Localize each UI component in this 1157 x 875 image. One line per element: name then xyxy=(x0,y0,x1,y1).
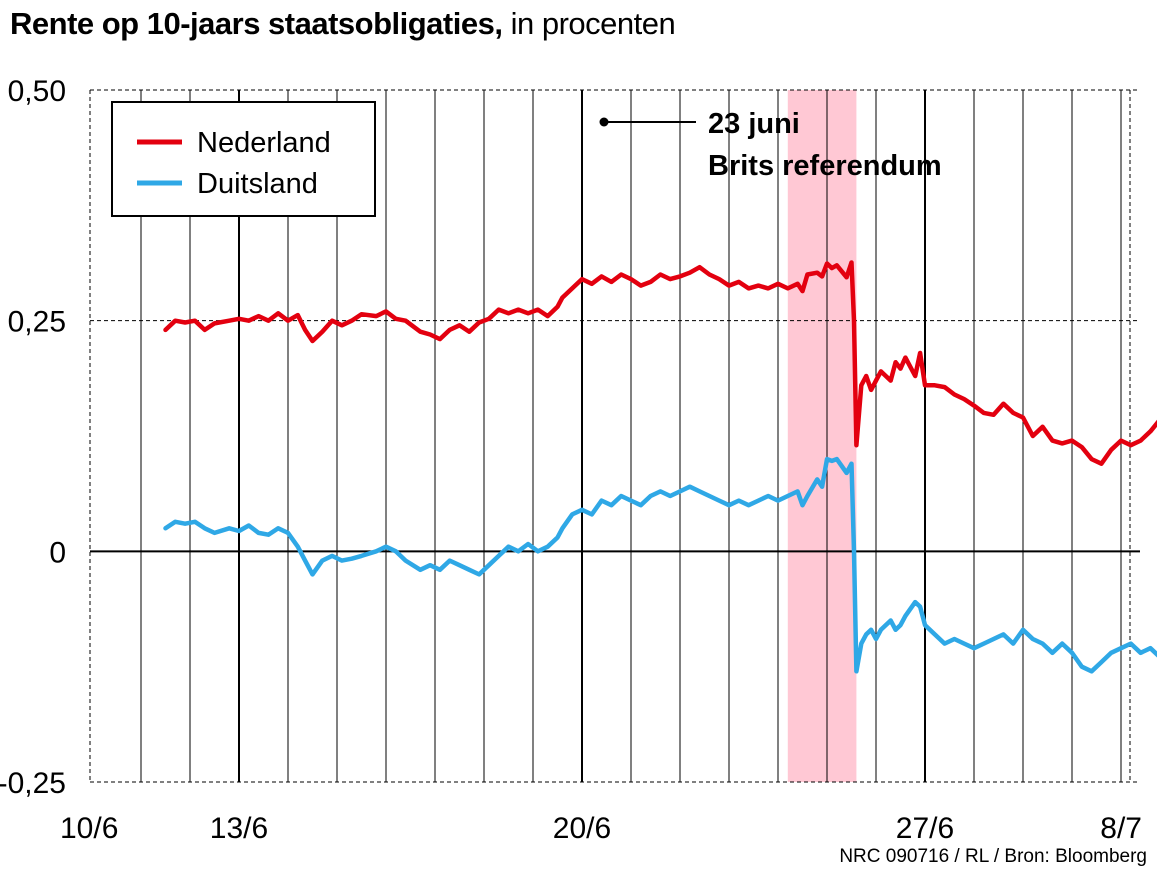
x-tick-label: 27/6 xyxy=(896,812,954,845)
legend: Nederland Duitsland xyxy=(111,101,376,217)
source-note: NRC 090716 / RL / Bron: Bloomberg xyxy=(839,846,1147,867)
annotation-line-1: 23 juni xyxy=(708,108,800,140)
annotation-line-2: Brits referendum xyxy=(708,150,942,182)
x-tick-label: 8/7 xyxy=(1100,812,1142,845)
referendum-highlight-band xyxy=(787,90,857,782)
series-line-nederland xyxy=(163,260,1157,466)
y-axis-tick-labels: 0,50 0,25 0 -0,25 xyxy=(0,75,66,800)
series-lines xyxy=(163,260,1157,674)
series-line-duitsland xyxy=(163,456,1157,674)
chart-title-row: Rente op 10-jaars staatsobligaties, in p… xyxy=(10,6,676,42)
y-tick-label: 0,25 xyxy=(8,306,66,339)
x-tick-label: 20/6 xyxy=(553,812,611,845)
chart-title: Rente op 10-jaars staatsobligaties, xyxy=(10,6,503,41)
minor-gridlines xyxy=(140,90,1122,782)
x-tick-label: 13/6 xyxy=(210,812,268,845)
referendum-annotation: 23 juni Brits referendum xyxy=(599,108,942,182)
legend-label-duitsland: Duitsland xyxy=(197,168,318,200)
legend-box xyxy=(111,101,376,217)
y-tick-label: -0,25 xyxy=(0,767,66,800)
chart-subtitle: in procenten xyxy=(510,6,676,41)
legend-label-nederland: Nederland xyxy=(197,127,331,159)
x-tick-label: 10/6 xyxy=(60,812,118,845)
x-axis-tick-labels: 10/613/620/627/64/78/7 xyxy=(60,812,1142,845)
major-gridlines xyxy=(238,90,926,782)
y-tick-label: 0 xyxy=(49,536,66,569)
horizontal-gridlines xyxy=(89,89,1140,783)
y-tick-label: 0,50 xyxy=(8,75,66,108)
